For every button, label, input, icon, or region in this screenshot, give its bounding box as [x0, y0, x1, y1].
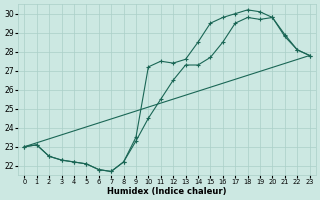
X-axis label: Humidex (Indice chaleur): Humidex (Indice chaleur)	[107, 187, 227, 196]
